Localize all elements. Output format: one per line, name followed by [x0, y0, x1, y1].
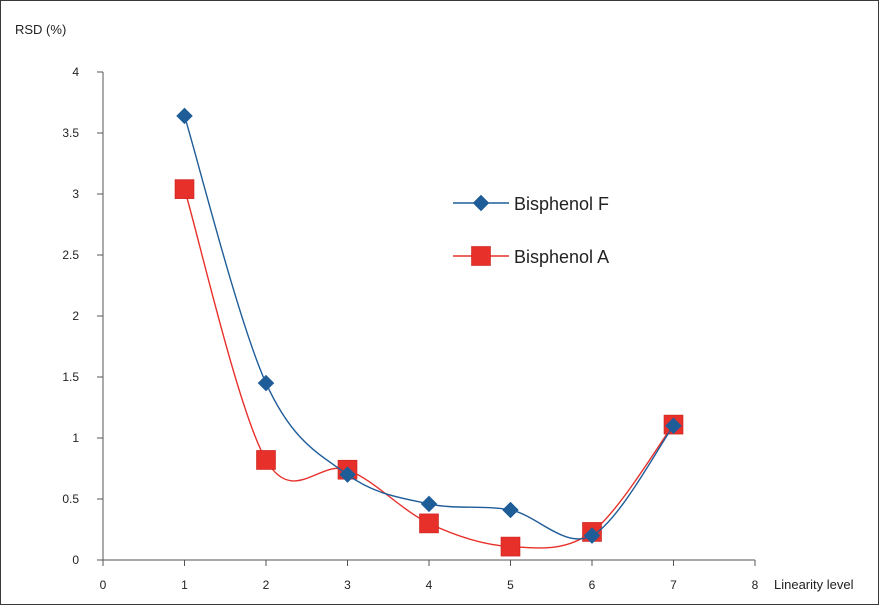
x-axis-title: Linearity level	[774, 577, 854, 592]
series-line	[183, 188, 675, 549]
legend-label: Bisphenol A	[514, 247, 609, 267]
data-point-diamond	[583, 527, 601, 544]
data-point-diamond	[339, 466, 356, 483]
y-tick-label: 4	[72, 65, 79, 79]
legend-item: Bisphenol F	[453, 194, 609, 214]
legend-square-marker	[471, 246, 491, 266]
data-point-diamond	[665, 417, 682, 435]
series-line	[183, 115, 675, 540]
legend: Bisphenol F Bisphenol A	[453, 194, 609, 267]
x-tick-label: 2	[263, 578, 270, 592]
data-point-diamond	[257, 374, 275, 392]
y-tick-label: 1	[72, 431, 79, 445]
legend-label: Bisphenol F	[514, 194, 609, 214]
data-point-square	[256, 450, 276, 470]
axes: 0 0.5 1 1.5 2 2.5 3 3.5 4 0 1 2 3 4 5 6 7 8	[62, 65, 758, 592]
y-tick-label: 3.5	[62, 126, 79, 140]
y-tick-label: 2.5	[62, 248, 79, 262]
y-tick-label: 0.5	[62, 492, 79, 506]
x-tick-label: 5	[507, 578, 514, 592]
data-point-square	[500, 536, 521, 557]
y-tick-label: 1.5	[62, 370, 79, 384]
x-tick-label: 6	[589, 578, 596, 592]
x-tick-label: 4	[426, 578, 433, 592]
legend-item: Bisphenol A	[453, 246, 609, 267]
y-tick-label: 3	[72, 187, 79, 201]
x-tick-label: 3	[344, 578, 351, 592]
data-point-square	[419, 513, 439, 534]
data-point-diamond	[420, 495, 438, 513]
y-axis-title: RSD (%)	[15, 22, 66, 37]
x-tick-label: 1	[181, 578, 188, 592]
y-tick-label: 2	[72, 309, 79, 323]
series-bisphenol-f	[176, 107, 682, 544]
series-layer	[174, 107, 684, 557]
x-tick-label: 7	[670, 578, 677, 592]
legend-diamond-marker	[472, 194, 490, 212]
y-tick-label: 0	[72, 553, 79, 567]
x-tick-label: 8	[752, 578, 759, 592]
data-point-diamond	[502, 501, 519, 519]
x-tick-label: 0	[100, 578, 107, 592]
data-point-diamond	[176, 107, 193, 125]
data-point-square	[174, 179, 195, 199]
